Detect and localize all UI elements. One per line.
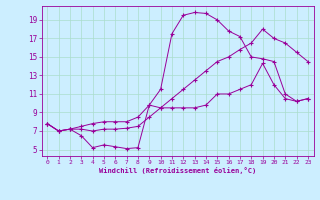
X-axis label: Windchill (Refroidissement éolien,°C): Windchill (Refroidissement éolien,°C) xyxy=(99,167,256,174)
